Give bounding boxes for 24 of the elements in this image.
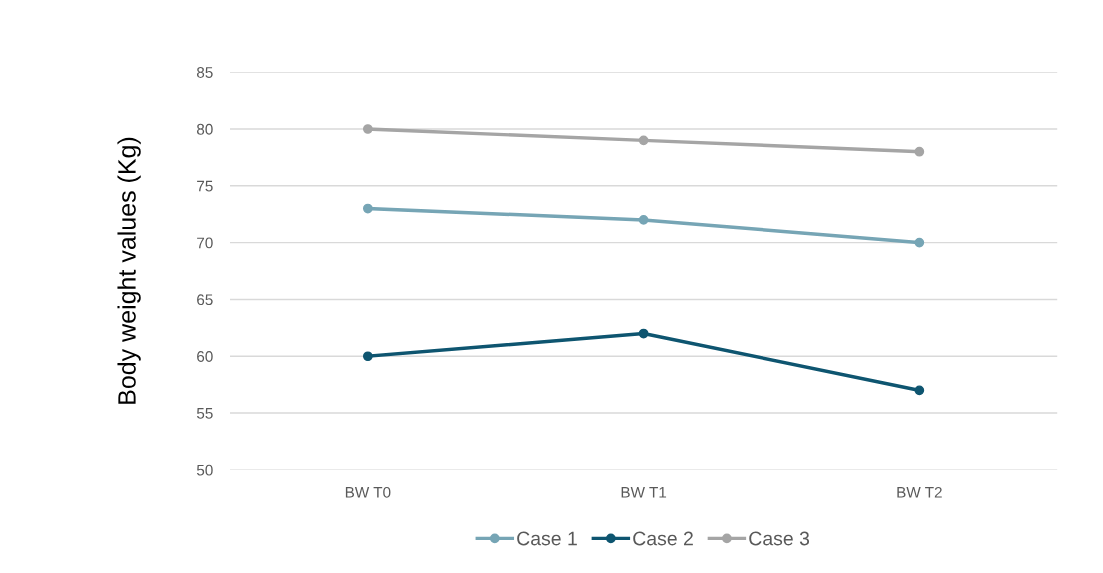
y-tick-label: 65 [197, 294, 213, 306]
point [362, 124, 373, 134]
y-tick-label: 75 [197, 180, 213, 192]
point [914, 146, 925, 157]
point [362, 203, 373, 214]
y-axis-title: Body weight values (Kg) [117, 137, 141, 404]
y-tick-label: 70 [197, 237, 213, 249]
point [362, 351, 373, 362]
y-tick-label: 50 [196, 464, 213, 476]
y-tick-label: 60 [197, 351, 213, 362]
y-tick-label: 55 [196, 408, 213, 419]
x-tick-label: BW T0 [345, 486, 391, 498]
point [638, 135, 649, 146]
y-tick-label: 80 [196, 123, 213, 135]
point [914, 385, 925, 396]
legend-label: Case 1 [517, 531, 577, 546]
point [638, 328, 649, 339]
legend-label: Case 2 [633, 531, 693, 546]
point [914, 237, 925, 248]
y-tick-label: 85 [196, 67, 213, 78]
point [638, 215, 649, 225]
x-tick-label: BW T2 [897, 486, 942, 498]
x-tick-label: BW T1 [621, 487, 667, 498]
legend-label: Case 3 [749, 531, 810, 546]
